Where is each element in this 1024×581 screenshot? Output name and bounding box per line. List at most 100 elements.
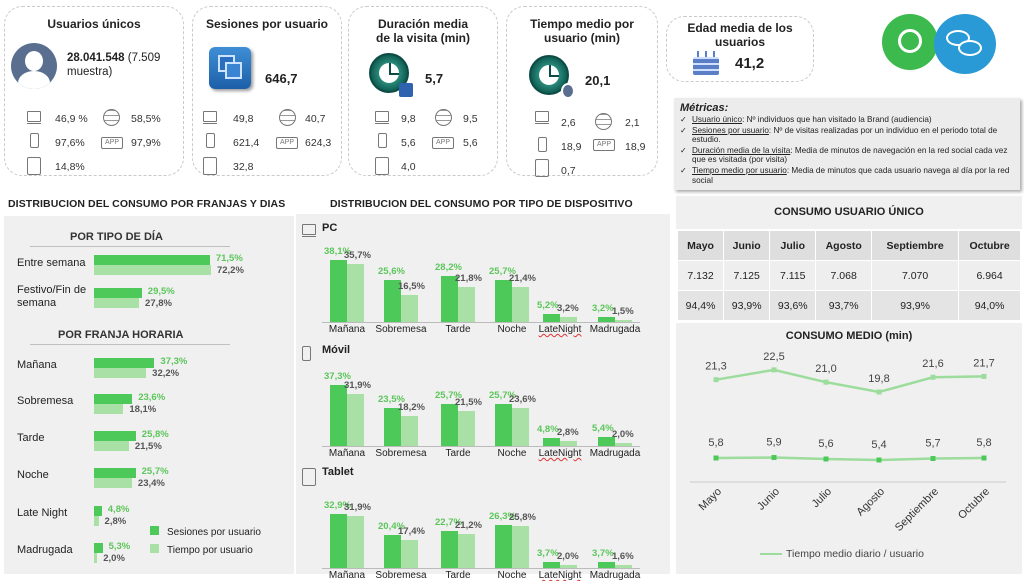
kpi-app-value: 97,9%	[131, 137, 161, 149]
x-tick-label: Julio	[810, 486, 834, 510]
bar-label-sessions: 29,5%	[147, 286, 175, 297]
line-marker	[713, 377, 719, 383]
legend-sessions: Sesiones por usuario	[167, 527, 261, 538]
bar-label-time: 72,2%	[216, 265, 244, 276]
bar-label-sessions: 28,2%	[435, 262, 462, 274]
line-data-label: 5,7	[925, 438, 940, 450]
bar-label-sessions: 3,7%	[592, 547, 614, 559]
bar-time	[94, 516, 99, 526]
bar-time	[94, 478, 132, 488]
device-title: Tablet	[322, 466, 354, 478]
bar-label-time: 32,2%	[152, 368, 180, 379]
bar-label-sessions: 25,7%	[141, 466, 169, 477]
app-icon: APP	[101, 137, 123, 149]
app-icon: APP	[432, 137, 454, 149]
bar-sessions	[495, 280, 512, 322]
bar-time	[401, 295, 418, 322]
line-data-label: 5,6	[818, 438, 833, 450]
pc-icon	[27, 111, 41, 124]
bar-label-time: 16,5%	[398, 281, 425, 293]
bar-time	[458, 286, 475, 322]
bar-time	[615, 442, 632, 446]
line-legend: Tiempo medio diario / usuario	[760, 548, 924, 560]
line-chart-svg: 21,3 22,5 21,0 19,8 21,6 21,7 5,8 5,9 5,6 5,4 5,7 5…	[690, 351, 1006, 534]
category-label: Madrugada	[17, 544, 73, 556]
category-label: LateNight	[538, 448, 582, 459]
tablet-icon	[203, 157, 217, 175]
whatsapp-icon	[882, 14, 938, 70]
line-title: CONSUMO MEDIO (min)	[785, 330, 913, 342]
bar-time	[347, 516, 364, 568]
category-label: Tarde	[17, 432, 45, 444]
line-marker	[823, 379, 829, 385]
bar-sessions	[94, 288, 142, 298]
bar-time	[512, 526, 529, 568]
line-marker	[713, 455, 719, 461]
bar-label-time: 2,8%	[557, 427, 579, 439]
category-label: Festivo/Fin de semana	[17, 284, 87, 309]
kpi-note: (7.509 muestra)	[67, 52, 161, 78]
category-label: Late Night	[17, 507, 68, 519]
category-label: Noche	[497, 324, 527, 335]
category-label: Mañana	[328, 448, 366, 459]
bar-sessions	[94, 468, 136, 478]
kpi-value: 5,7	[425, 71, 444, 86]
web-icon	[595, 113, 612, 130]
bar-label-sessions: 25,7%	[435, 390, 462, 402]
metrics-box: Métricas: ✓ Usuario único: Nº individuos …	[674, 98, 1020, 190]
bar-label-sessions: 25,7%	[489, 390, 516, 402]
bar-label-sessions: 5,2%	[537, 299, 559, 311]
bar-time	[512, 287, 529, 322]
line-marker	[930, 374, 936, 380]
bar-label-sessions: 38,1%	[324, 246, 351, 257]
bar-sessions	[543, 313, 560, 322]
bar-label-time: 23,6%	[509, 393, 536, 405]
cake-icon	[693, 51, 719, 75]
left-legend: Sesiones por usuario Tiempo por usuario	[150, 524, 261, 560]
bar-time	[512, 407, 529, 446]
category-label: LateNight	[538, 570, 582, 581]
bar-label-time: 21,8%	[455, 272, 482, 284]
category-label: LateNight	[538, 324, 582, 335]
bar-label-time: 2,0%	[612, 428, 634, 440]
bar-sessions	[543, 561, 560, 568]
metrics-list: ✓ Usuario único: Nº individuos que han vi…	[680, 115, 1014, 185]
bar-label-sessions: 5,3%	[108, 541, 131, 552]
kpi-mobile-value: 97,6%	[55, 137, 85, 149]
x-tick-label: Octubre	[956, 486, 992, 522]
pc-icon	[375, 111, 389, 124]
bar-sessions	[94, 358, 155, 368]
category-label: Noche	[17, 469, 49, 481]
bar-time	[94, 368, 147, 378]
metric-term: Sesiones por usuario	[692, 125, 769, 135]
axis-line	[322, 322, 640, 323]
bar-label-time: 2,8%	[104, 516, 127, 527]
bar-time	[401, 416, 418, 446]
bar-label-time: 21,2%	[455, 519, 482, 531]
device-title: PC	[322, 222, 338, 234]
bar-sessions	[384, 280, 401, 322]
metric-text: : Nº individuos que han visitado la Bran…	[742, 115, 932, 124]
bar-label-sessions: 23,6%	[138, 392, 166, 403]
kpi-title: Duración media de la visita (min)	[375, 17, 471, 45]
bar-label-sessions: 22,7%	[435, 517, 462, 529]
tablet-icon	[535, 159, 549, 177]
bar-label-sessions: 3,7%	[537, 547, 559, 559]
line-data-label: 5,8	[976, 437, 991, 449]
bar-time	[94, 265, 211, 275]
bar-time	[560, 441, 577, 446]
check-icon: ✓	[680, 115, 687, 124]
table-row: 94,4% 93,9% 93,6% 93,7% 93,9% 94,0%	[676, 290, 1021, 321]
bar-label-time: 2,0%	[557, 550, 579, 562]
bar-label-sessions: 32,9%	[324, 500, 351, 512]
check-icon: ✓	[680, 125, 687, 135]
bar-label-time: 17,4%	[398, 525, 425, 537]
kpi-mobile-value: 18,9	[561, 141, 582, 153]
table-cell: 7.132	[676, 260, 725, 291]
table-cell: 7.068	[815, 260, 872, 291]
category-label: Sobremesa	[375, 570, 427, 581]
bar-time	[458, 411, 475, 446]
table-header-cell: Mayo	[676, 230, 725, 261]
bar-label-time: 35,7%	[344, 249, 371, 261]
mid-section-title: DISTRIBUCION DEL CONSUMO POR TIPO DE DIS…	[330, 198, 633, 210]
